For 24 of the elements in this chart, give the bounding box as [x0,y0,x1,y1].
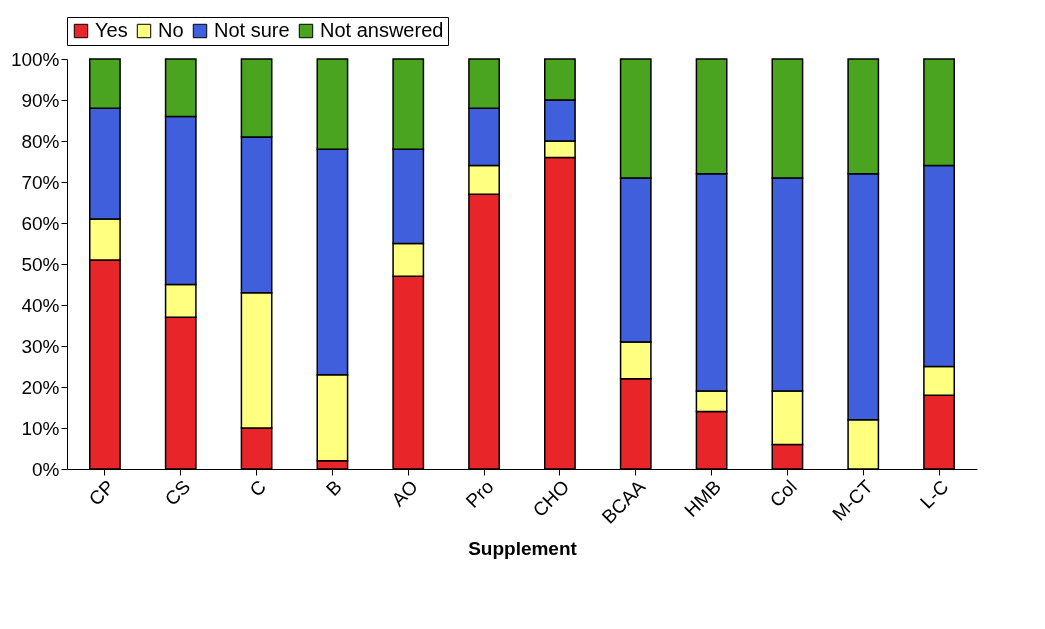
y-tick-label: 100% [10,48,60,70]
y-tick-label: 20% [21,376,60,398]
y-tick-label: 60% [21,212,60,234]
x-axis-title: Supplement [468,537,578,559]
y-tick-label: 30% [21,335,60,357]
x-tick-label: Pro [461,476,498,512]
y-tick-label: 80% [21,130,60,152]
x-tick-label: CP [84,476,119,510]
x-tick-label: CS [160,476,195,510]
legend-label: Not sure [214,19,290,41]
x-tick-label: B [322,476,346,500]
legend-label: Not answered [320,19,444,41]
x-tick-label: AO [387,476,422,511]
x-tick-label: Col [765,476,801,512]
x-tick-label: C [245,476,271,501]
legend-label: No [158,19,184,41]
x-tick-label: L-C [916,476,953,513]
legend-label: Yes [95,19,128,41]
y-tick-label: 70% [21,171,60,193]
y-tick-label: 10% [21,417,60,439]
y-tick-label: 40% [21,294,60,316]
y-tick-label: 90% [21,89,60,111]
y-tick-label: 0% [32,458,60,480]
y-tick-label: 50% [21,253,60,275]
